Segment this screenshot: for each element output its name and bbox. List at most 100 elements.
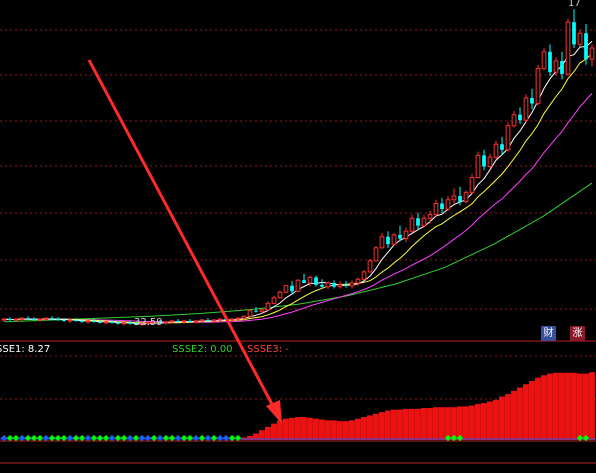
- indicator-bar: [301, 417, 307, 440]
- indicator-marker: [210, 434, 218, 442]
- indicator-marker: [90, 434, 98, 442]
- indicator-bar: [505, 394, 511, 440]
- indicator-bar: [259, 430, 265, 440]
- candle-body: [235, 317, 241, 320]
- candle-body: [50, 318, 54, 320]
- arrow-head: [266, 400, 282, 424]
- indicator-bar: [547, 373, 553, 440]
- indicator-marker: [84, 434, 92, 442]
- candle-body: [26, 318, 30, 320]
- indicator-bar: [493, 399, 499, 440]
- indicator-bar: [337, 421, 343, 440]
- candle-body: [458, 196, 462, 202]
- candle-body: [482, 155, 486, 167]
- candle-body: [8, 319, 12, 321]
- indicator-bar: [355, 418, 361, 440]
- indicator-marker: [66, 434, 74, 442]
- indicator-marker: [150, 434, 158, 442]
- indicator-marker: [132, 434, 140, 442]
- indicator-marker: [444, 434, 452, 442]
- indicator-bar: [463, 406, 469, 440]
- candle-body: [188, 320, 192, 322]
- candle-body: [433, 202, 439, 216]
- candle-body: [254, 310, 258, 312]
- candle-body: [19, 317, 25, 320]
- indicator-marker: [72, 434, 80, 442]
- indicator-marker: [120, 434, 128, 442]
- indicator-bar: [523, 384, 529, 440]
- indicator-marker: [168, 434, 176, 442]
- candle-body: [74, 319, 78, 321]
- indicator-marker: [186, 434, 194, 442]
- candle-body: [320, 284, 324, 287]
- candle-body: [553, 60, 559, 73]
- indicator-bar: [487, 401, 493, 440]
- candle-body: [409, 217, 415, 232]
- indicator-marker: [30, 434, 38, 442]
- indicator-bar: [577, 373, 583, 440]
- price-top-label: 17: [568, 0, 581, 9]
- cai-badge[interactable]: 财: [541, 326, 556, 341]
- indicator-bar: [283, 418, 289, 440]
- indicator-bar: [271, 423, 277, 440]
- candle-body: [110, 321, 114, 323]
- indicator-bar: [469, 405, 475, 440]
- ssse3-label: SSSE3: -: [247, 344, 289, 355]
- indicator-marker: [6, 434, 14, 442]
- indicator-bar: [481, 403, 487, 440]
- indicator-bar: [385, 410, 391, 440]
- candle-body: [271, 297, 277, 304]
- indicator-bar: [553, 372, 559, 440]
- indicator-bar: [559, 372, 565, 440]
- candle-body: [451, 195, 457, 201]
- candle-body: [349, 282, 355, 287]
- ma10-line: [3, 53, 593, 324]
- candle-body: [13, 318, 19, 321]
- indicator-bar: [583, 373, 589, 440]
- candle-body: [199, 319, 205, 322]
- indicator-marker: [102, 434, 110, 442]
- candle-body: [367, 260, 373, 273]
- candle-body: [176, 320, 180, 322]
- arrow-shaft: [87, 59, 276, 409]
- candle-body: [56, 319, 60, 321]
- indicator-marker: [18, 434, 26, 442]
- indicator-marker: [198, 434, 206, 442]
- candle-body: [206, 319, 210, 321]
- candle-body: [344, 284, 348, 286]
- candle-body: [589, 47, 595, 60]
- indicator-marker: [216, 434, 224, 442]
- indicator-bar: [565, 372, 571, 440]
- candle-body: [416, 218, 420, 226]
- indicator-bars: [0, 372, 596, 440]
- indicator-marker: [450, 434, 458, 442]
- candle-body: [541, 51, 547, 69]
- candle-body: [229, 318, 235, 321]
- indicator-bar: [451, 407, 457, 440]
- candle-body: [548, 51, 552, 73]
- indicator-bar: [499, 396, 505, 440]
- candle-body: [427, 214, 433, 219]
- indicator-bar: [331, 420, 337, 440]
- candle-body: [32, 319, 36, 321]
- candle-body: [181, 320, 187, 323]
- indicator-marker: [54, 434, 62, 442]
- indicator-bar: [361, 417, 367, 440]
- indicator-bar: [427, 408, 433, 440]
- zhang-badge[interactable]: 涨: [570, 326, 585, 341]
- indicator-bar: [529, 380, 535, 440]
- candle-body: [134, 323, 138, 325]
- indicator-bar: [511, 390, 517, 440]
- indicator-bar: [313, 418, 319, 440]
- indicator-bar: [373, 413, 379, 440]
- candle-body: [92, 320, 96, 322]
- candle-body: [302, 280, 306, 283]
- candle-body: [523, 97, 529, 121]
- indicator-marker: [24, 434, 32, 442]
- candle-body: [80, 320, 84, 322]
- candle-body: [535, 67, 541, 105]
- candle-body: [361, 271, 367, 280]
- candle-body: [98, 321, 102, 323]
- indicator-bar: [343, 421, 349, 440]
